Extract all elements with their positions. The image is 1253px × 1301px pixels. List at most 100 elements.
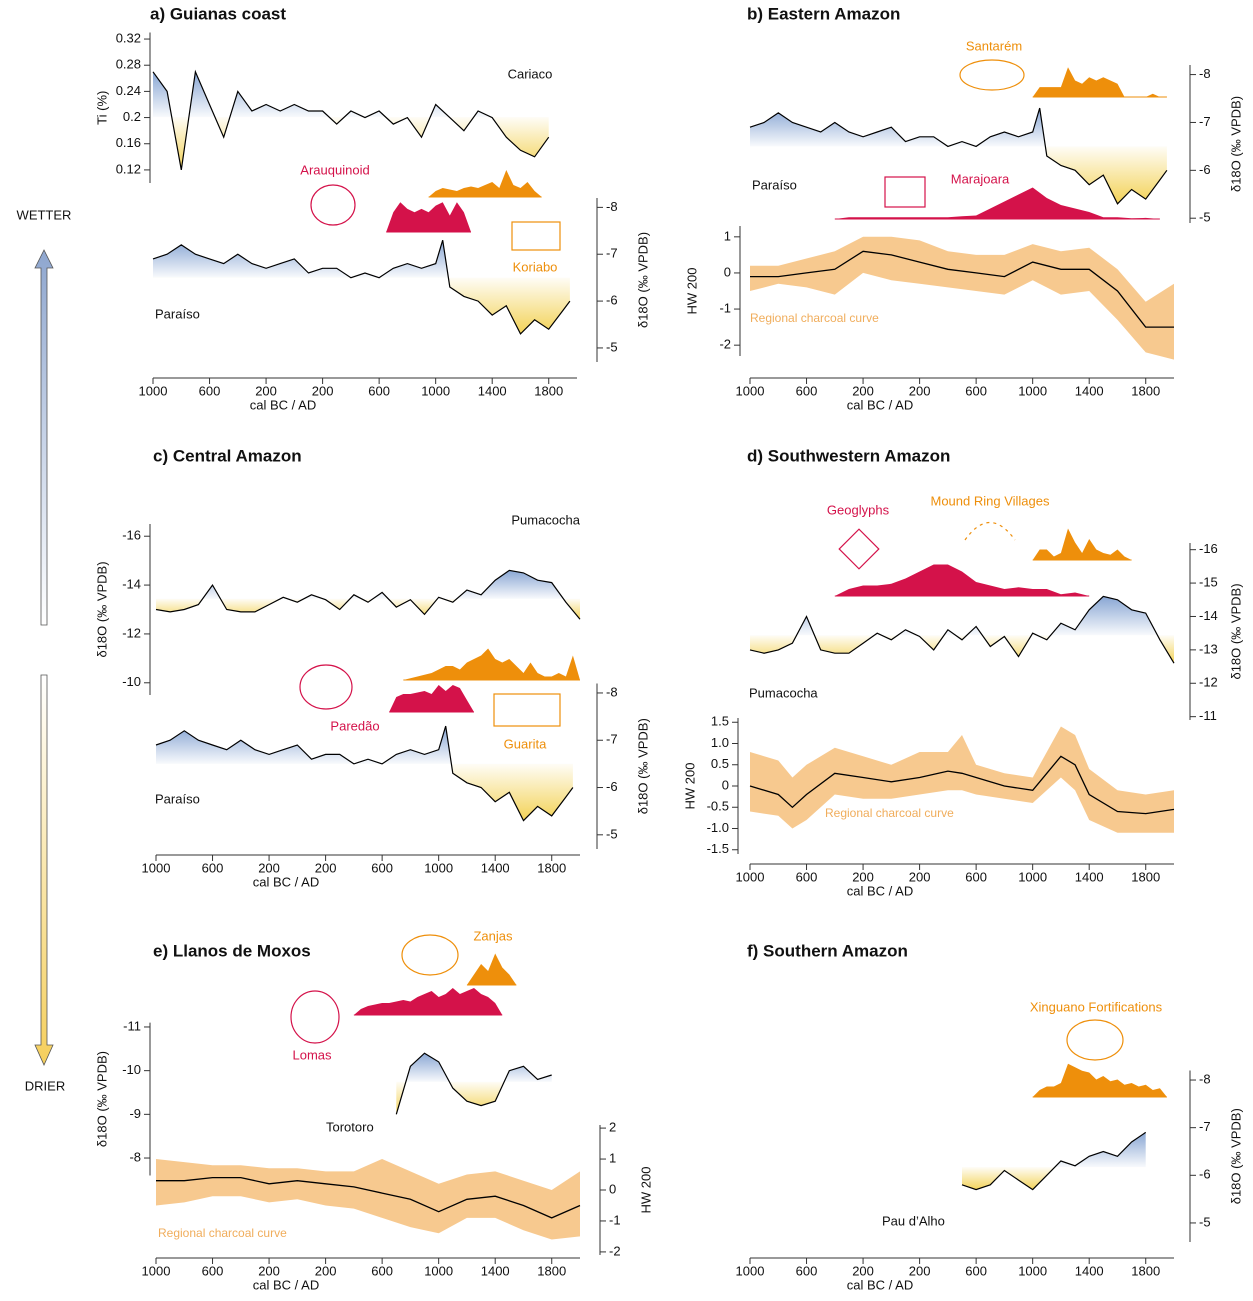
y-axis-label: δ18O (‰ VPDB) — [94, 1051, 109, 1147]
x-tick-label: 1800 — [1131, 1263, 1160, 1278]
proxy-line — [155, 569, 581, 620]
x-axis-label: cal BC / AD — [847, 397, 913, 412]
y-tick-label: -14 — [1199, 608, 1218, 623]
series-label: Cariaco — [508, 66, 553, 81]
y-tick-label: 2 — [609, 1120, 616, 1135]
x-tick-label: 1800 — [1131, 383, 1160, 398]
culture-label: Xinguano Fortifications — [1030, 999, 1163, 1014]
panel-title: e) Llanos de Moxos — [153, 941, 311, 960]
y-axis-label: δ18O (‰ VPDB) — [635, 232, 650, 328]
x-tick-label: 600 — [202, 1263, 224, 1278]
series-label: Torotoro — [326, 1119, 374, 1134]
y-tick-label: 0.5 — [711, 756, 729, 771]
y-axis-label: δ18O (‰ VPDB) — [1228, 583, 1243, 679]
y-tick-label: -7 — [606, 732, 618, 747]
x-axis-label: cal BC / AD — [847, 883, 913, 898]
proxy-fill — [750, 596, 1174, 664]
occupation-area — [1032, 1063, 1167, 1097]
occupation-area — [353, 988, 503, 1015]
x-tick-label: 200 — [909, 1263, 931, 1278]
icon — [310, 184, 356, 226]
x-tick-label: 600 — [965, 869, 987, 884]
y-tick-label: 0.24 — [116, 83, 141, 98]
series-label: Regional charcoal curve — [825, 806, 954, 820]
y-tick-label: -10 — [122, 1062, 141, 1077]
panel-title: a) Guianas coast — [150, 4, 286, 23]
y-tick-label: -2 — [609, 1243, 621, 1258]
proxy-fill — [750, 108, 1167, 204]
culture-label: Lomas — [292, 1047, 332, 1062]
charcoal-line — [750, 250, 1174, 328]
icon — [401, 934, 459, 976]
y-tick-label: -1 — [719, 300, 731, 315]
occupation-area — [389, 685, 474, 712]
x-tick-label: 1000 — [736, 1263, 765, 1278]
x-tick-label: 1400 — [481, 1263, 510, 1278]
occupation-area — [1032, 67, 1167, 97]
y-tick-label: 0.12 — [116, 161, 141, 176]
y-tick-label: -6 — [606, 293, 618, 308]
y-tick-label: -8 — [1199, 66, 1211, 81]
y-tick-label: -6 — [1199, 162, 1211, 177]
y-tick-label: -8 — [129, 1149, 141, 1164]
proxy-line — [961, 1131, 1147, 1191]
x-tick-label: 200 — [852, 1263, 874, 1278]
x-tick-label: 1800 — [537, 860, 566, 875]
icon — [959, 59, 1025, 91]
charcoal-band — [156, 1159, 580, 1240]
x-tick-label: 200 — [315, 1263, 337, 1278]
x-tick-label: 1400 — [1075, 869, 1104, 884]
y-tick-label: -16 — [122, 528, 141, 543]
culture-label: Paredão — [330, 718, 379, 733]
y-tick-label: -8 — [606, 199, 618, 214]
icon — [493, 693, 561, 727]
series-label: Pumacocha — [749, 685, 818, 700]
x-tick-label: 600 — [202, 860, 224, 875]
x-tick-label: 1400 — [1075, 1263, 1104, 1278]
wetter-label: WETTER — [17, 207, 72, 222]
y-tick-label: -6 — [606, 779, 618, 794]
x-tick-label: 1400 — [481, 860, 510, 875]
series-label: Pau d’Alho — [882, 1213, 945, 1228]
panel: b) Eastern Amazon 1000 600 200 200 600 1000 140… — [684, 4, 1243, 412]
y-tick-label: 0 — [609, 1181, 616, 1196]
culture-label: Geoglyphs — [827, 502, 890, 517]
proxy-line — [152, 240, 571, 335]
icon — [511, 221, 561, 251]
y-tick-label: -15 — [1199, 575, 1218, 590]
panel: c) Central Amazon 1000 600 200 200 600 1000 140… — [94, 446, 650, 889]
y-tick-label: -10 — [122, 674, 141, 689]
x-tick-label: 600 — [965, 1263, 987, 1278]
x-tick-label: 1000 — [736, 383, 765, 398]
icon — [884, 176, 926, 208]
x-tick-label: 200 — [258, 860, 280, 875]
y-tick-label: 0 — [722, 777, 729, 792]
y-tick-label: -0.5 — [707, 799, 729, 814]
culture-label: Zanjas — [473, 928, 513, 943]
y-tick-label: 0 — [724, 264, 731, 279]
x-tick-label: 200 — [315, 860, 337, 875]
x-tick-label: 1400 — [1075, 383, 1104, 398]
culture-label: Marajoara — [951, 171, 1010, 186]
x-tick-label: 1000 — [142, 860, 171, 875]
culture-label: Mound Ring Villages — [931, 493, 1050, 508]
x-tick-label: 600 — [796, 869, 818, 884]
series-label: Regional charcoal curve — [158, 1226, 287, 1240]
y-axis-label: δ18O (‰ VPDB) — [1228, 96, 1243, 192]
y-tick-label: -1.0 — [707, 820, 729, 835]
y-tick-label: 0.28 — [116, 57, 141, 72]
x-tick-label: 1000 — [421, 383, 450, 398]
x-tick-label: 600 — [796, 1263, 818, 1278]
charcoal-line — [749, 755, 1175, 815]
y-axis-label: HW 200 — [684, 268, 699, 315]
x-tick-label: 200 — [255, 383, 277, 398]
y-axis-label: HW 200 — [638, 1167, 653, 1214]
icon — [299, 664, 353, 710]
x-tick-label: 200 — [852, 383, 874, 398]
x-tick-label: 600 — [368, 383, 390, 398]
panel-title: f) Southern Amazon — [747, 941, 908, 960]
x-tick-label: 1800 — [537, 1263, 566, 1278]
series-label: Paraíso — [155, 306, 200, 321]
y-tick-label: 1 — [724, 228, 731, 243]
x-tick-label: 600 — [796, 383, 818, 398]
